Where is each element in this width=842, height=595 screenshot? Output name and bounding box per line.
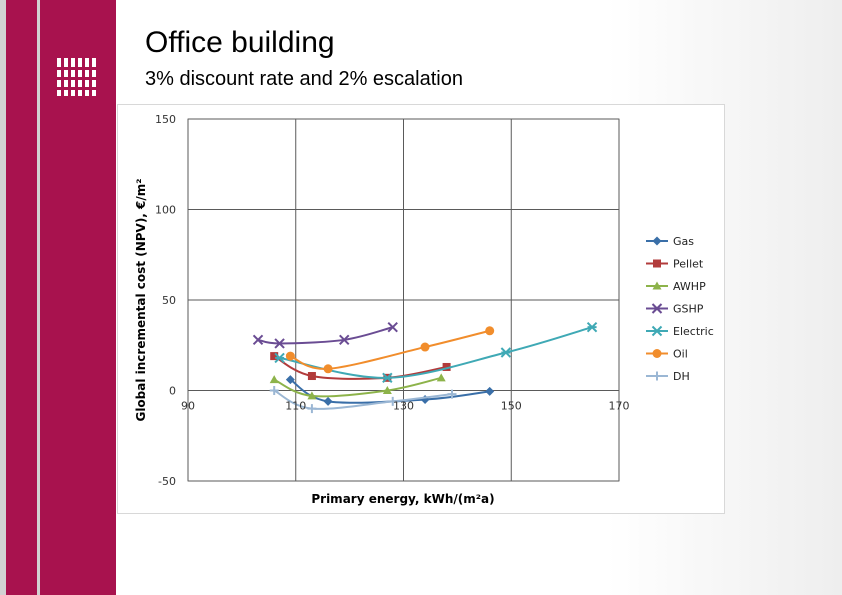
legend-marker [651, 303, 663, 314]
data-point-dh [307, 404, 317, 414]
x-tick-label: 130 [393, 400, 414, 413]
x-axis-title: Primary energy, kWh/(m²a) [311, 492, 494, 506]
series-gshp [252, 321, 398, 349]
legend-label: Oil [673, 348, 688, 361]
legend-item-oil: Oil [646, 348, 688, 361]
sidebar-stripe [37, 0, 40, 595]
legend-marker [653, 259, 661, 268]
y-tick-label: 0 [169, 385, 176, 398]
legend-marker [652, 371, 662, 381]
x-tick-label: 90 [181, 400, 195, 413]
data-point-dh [388, 396, 398, 406]
data-point-awhp [382, 386, 392, 394]
data-point-gshp [339, 334, 350, 346]
chart-legend: Gas Pellet AWHP GSHP Electric Oil DH [646, 235, 714, 383]
legend-label: GSHP [673, 303, 704, 316]
legend-marker [652, 236, 662, 246]
legend-item-awhp: AWHP [646, 280, 706, 293]
data-point-gshp [252, 334, 264, 346]
line-chart: 90 110 130 150 170 -50 0 50 100 150 Primary energ… [134, 113, 714, 506]
data-point-gshp [387, 321, 398, 333]
legend-marker [652, 281, 662, 290]
legend-label: Electric [673, 325, 714, 338]
data-point-awhp [269, 375, 279, 384]
legend-label: AWHP [673, 280, 706, 293]
x-tick-label: 150 [501, 400, 522, 413]
data-point-electric [586, 321, 598, 333]
data-point-dh [447, 389, 457, 399]
series-line-pellet [273, 355, 447, 380]
y-tick-label: 100 [155, 204, 176, 217]
series-awhp [269, 373, 446, 400]
legend-item-electric: Electric [646, 325, 714, 338]
series-line-gshp [257, 326, 393, 345]
data-point-oil [420, 342, 430, 352]
legend-item-gas: Gas [646, 235, 694, 248]
legend-item-dh: DH [646, 370, 690, 383]
data-point-oil [485, 326, 495, 336]
x-tick-label: 110 [285, 400, 306, 413]
data-point-gshp [274, 338, 285, 349]
data-point-pellet [307, 372, 316, 381]
data-point-gas [285, 375, 295, 385]
y-tick-label: 150 [155, 113, 176, 126]
university-logo-icon [55, 58, 97, 96]
accent-sidebar [0, 0, 116, 595]
series-line-dh [273, 389, 453, 410]
series-dh [269, 386, 457, 414]
legend-item-gshp: GSHP [646, 303, 704, 316]
slide-subtitle: 3% discount rate and 2% escalation [145, 68, 463, 90]
data-point-electric [382, 372, 393, 384]
sidebar-stripe [0, 0, 6, 595]
data-point-pellet [270, 352, 279, 361]
data-point-oil [285, 351, 295, 361]
series-oil [285, 326, 495, 374]
x-tick-label: 170 [609, 400, 630, 413]
data-point-gas [323, 396, 333, 406]
legend-label: Pellet [673, 258, 704, 271]
data-point-dh [269, 386, 279, 395]
chart-container: 90 110 130 150 170 -50 0 50 100 150 Primary energ… [117, 104, 725, 514]
legend-marker [651, 325, 663, 337]
y-axis-title: Global incremental cost (NPV), €/m² [134, 178, 148, 421]
legend-label: Gas [673, 235, 694, 248]
data-point-oil [323, 364, 333, 374]
data-point-awhp [436, 373, 446, 382]
slide-title: Office building [145, 26, 335, 59]
data-point-electric [500, 347, 512, 358]
series-line-awhp [273, 376, 442, 398]
data-point-electric [274, 352, 285, 364]
legend-marker [652, 349, 662, 358]
data-point-awhp [307, 391, 317, 400]
data-point-pellet [442, 362, 451, 371]
y-tick-label: -50 [158, 475, 176, 488]
legend-item-pellet: Pellet [646, 258, 704, 271]
y-tick-label: 50 [162, 294, 176, 307]
series-line-oil [289, 329, 490, 370]
legend-label: DH [673, 370, 690, 383]
data-point-gas [485, 386, 495, 396]
